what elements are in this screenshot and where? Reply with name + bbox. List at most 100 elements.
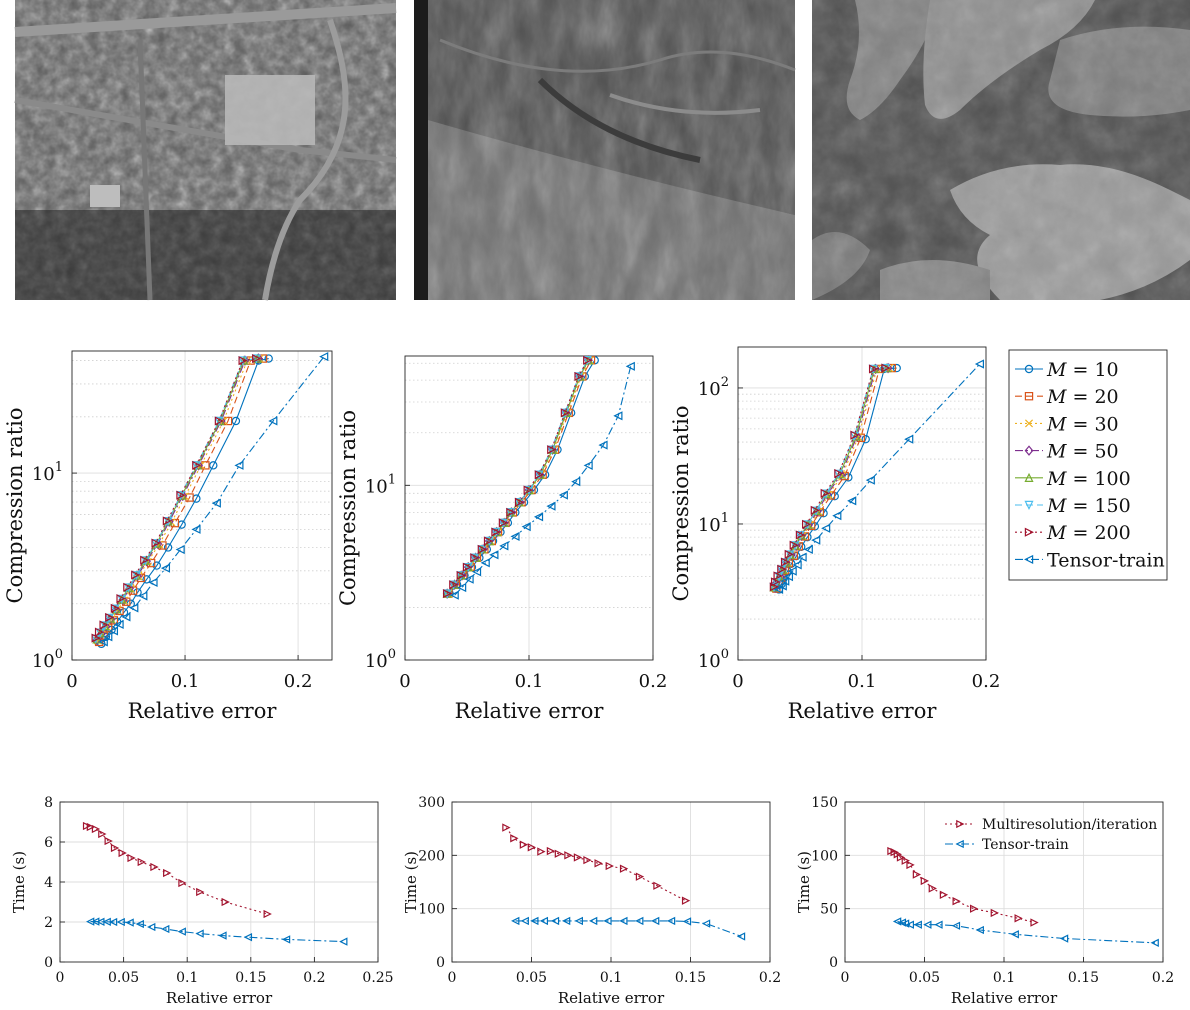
x-tick-label: 0.2 xyxy=(759,970,781,986)
data-point xyxy=(506,507,516,517)
data-point xyxy=(498,518,508,528)
data-point xyxy=(635,916,644,926)
data-point xyxy=(537,847,546,856)
data-point xyxy=(777,581,787,591)
data-point xyxy=(560,408,570,418)
y-tick-label: 50 xyxy=(820,902,838,918)
data-point xyxy=(574,916,583,926)
data-point xyxy=(868,364,878,374)
data-point xyxy=(912,870,922,879)
legend-label: M = 20 xyxy=(1046,386,1119,408)
series-line xyxy=(505,827,686,902)
data-point xyxy=(781,557,791,568)
data-point xyxy=(865,475,875,485)
data-point xyxy=(442,589,453,599)
series-line xyxy=(86,825,268,915)
series-tensor-train xyxy=(98,352,329,647)
data-point xyxy=(974,359,984,369)
data-point xyxy=(238,355,248,366)
series-m-200 xyxy=(91,353,262,643)
y-tick-label: 8 xyxy=(44,795,53,811)
data-point xyxy=(510,834,519,843)
data-point xyxy=(105,612,115,622)
data-point xyxy=(498,518,508,528)
data-point xyxy=(928,884,937,893)
data-point xyxy=(231,416,241,426)
data-point xyxy=(564,851,573,860)
data-point xyxy=(163,543,173,552)
data-point xyxy=(975,925,984,935)
data-point xyxy=(533,512,544,522)
data-point xyxy=(175,491,186,501)
data-point xyxy=(142,575,151,584)
legend-marker xyxy=(1024,445,1034,456)
series-line xyxy=(446,360,588,594)
tidal-flats-satellite-image xyxy=(414,0,796,300)
series-line xyxy=(773,367,886,588)
legend-marker xyxy=(1024,472,1034,482)
data-point xyxy=(449,580,459,590)
data-point xyxy=(161,924,170,934)
data-point xyxy=(789,540,799,550)
chart-6: 0 0.05 0.1 0.15 0.2 0 50 100 150 Relative error Ti… xyxy=(795,795,1174,1007)
series-line xyxy=(90,921,344,943)
legend-label: M = 200 xyxy=(1046,522,1131,544)
data-point xyxy=(773,571,783,581)
data-point xyxy=(103,632,113,642)
data-point xyxy=(561,916,571,926)
data-point xyxy=(477,544,487,554)
legend-marker xyxy=(955,839,964,849)
chart-2: 0 0.1 0.2 100 101 Relative error Compression r… xyxy=(336,354,668,723)
data-point xyxy=(140,555,150,565)
data-point xyxy=(783,572,794,582)
x-tick-label: 0.05 xyxy=(909,970,940,986)
data-point xyxy=(820,488,830,498)
x-axis-label: Relative error xyxy=(128,699,278,723)
data-point xyxy=(546,501,556,511)
y-tick-label: 2 xyxy=(44,915,53,931)
x-tick-label: 0.2 xyxy=(639,671,668,692)
data-point xyxy=(514,497,525,507)
legend-label: M = 100 xyxy=(1046,468,1131,490)
data-point xyxy=(1014,914,1023,923)
x-tick-label: 0.1 xyxy=(176,970,198,986)
data-point xyxy=(449,590,459,600)
y-axis-label: Time (s) xyxy=(402,851,420,913)
data-point xyxy=(91,824,101,834)
data-point xyxy=(905,920,914,929)
x-tick-label: 0.1 xyxy=(171,671,200,692)
x-tick-label: 0.1 xyxy=(848,671,877,692)
data-point xyxy=(281,935,291,944)
x-tick-label: 0.1 xyxy=(515,671,544,692)
data-point xyxy=(147,922,156,932)
series-line xyxy=(98,358,264,643)
data-point xyxy=(1150,938,1159,947)
time-legend: Multiresolution/iteration Tensor-train xyxy=(945,817,1157,853)
data-point xyxy=(137,857,146,867)
y-axis-label: Time (s) xyxy=(795,851,813,913)
data-point xyxy=(832,511,842,521)
data-point xyxy=(457,582,467,593)
data-point xyxy=(127,853,136,863)
y-tick-label: 300 xyxy=(418,795,445,811)
y-tick-label: 100 xyxy=(698,647,729,672)
x-axis-label: Relative error xyxy=(558,989,665,1007)
river-islands-satellite-image xyxy=(812,0,1190,300)
data-point xyxy=(319,352,329,362)
x-tick-label: 0.2 xyxy=(1152,970,1174,986)
data-point xyxy=(951,921,961,930)
data-point xyxy=(554,849,564,858)
chart-4: 0 0.05 0.1 0.15 0.2 0.25 0 2 4 6 8 Relative error Ti… xyxy=(10,795,394,1007)
data-point xyxy=(502,823,511,832)
y-tick-label: 100 xyxy=(811,848,838,864)
data-point xyxy=(94,627,105,637)
data-point xyxy=(787,566,797,576)
data-point xyxy=(221,897,230,907)
data-point xyxy=(594,859,603,868)
data-point xyxy=(456,570,466,580)
legend-label: Tensor-train xyxy=(1047,549,1165,571)
x-axis-label: Relative error xyxy=(166,989,273,1007)
legend-label: M = 10 xyxy=(1046,359,1119,381)
data-point xyxy=(952,897,961,906)
